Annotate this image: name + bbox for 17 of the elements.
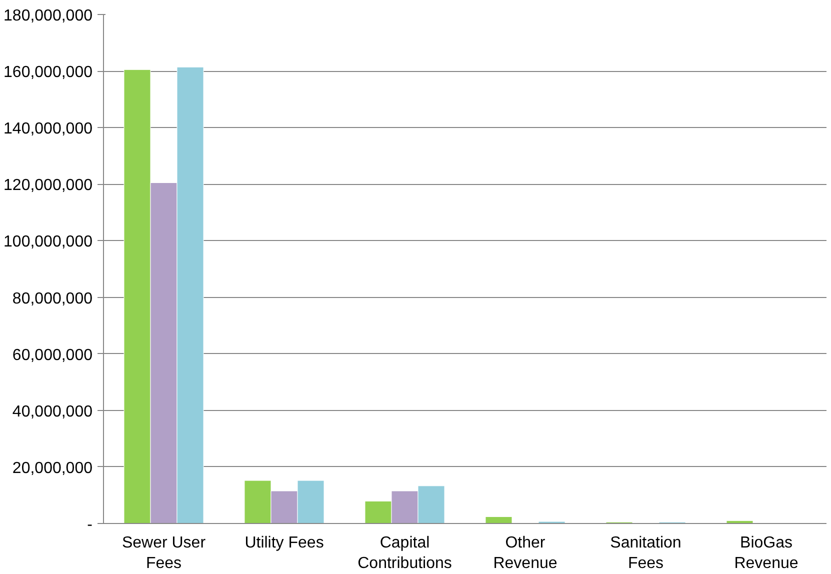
y-tick-label: 160,000,000 [4,64,93,82]
x-tick-label: Utility Fees [244,534,324,552]
y-tick-label: 140,000,000 [4,120,93,138]
y-tick-label: - [87,516,92,534]
x-tick-label: Sewer User Fees [122,534,206,572]
y-tick-label: 180,000,000 [4,8,93,24]
x-tick-label: Other Revenue [493,534,558,572]
y-tick-label: 80,000,000 [12,290,93,308]
x-tick-label: BioGas Revenue [734,534,798,572]
y-tick-label: 120,000,000 [4,177,93,194]
y-tick-label: 20,000,000 [12,460,93,477]
x-tick-label: Capital Contributions [358,534,452,572]
y-tick-label: 60,000,000 [12,346,93,364]
x-tick-label: Sanitation Fees [610,534,682,572]
bar [485,516,512,524]
y-tick-label: 40,000,000 [12,403,93,420]
y-tick-label: 100,000,000 [4,234,93,251]
